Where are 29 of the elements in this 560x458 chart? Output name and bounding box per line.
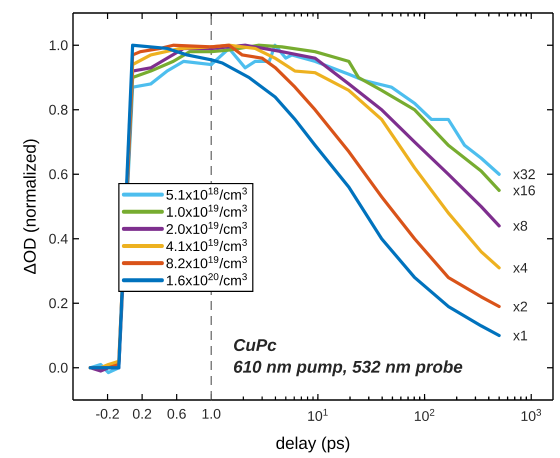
x-tick-label: 10$^{2}$ [414,408,434,422]
x-tick-label: 10$^{3}$ [522,408,542,422]
x-tick-label: -0.2 [96,408,119,419]
annotation: x4 [513,262,528,273]
annotation: x16 [513,185,535,196]
annotation: x32 [513,169,535,180]
legend-label: 1.0x10$^{19}$/cm$^{3}$ [166,204,247,217]
legend-label: 5.1x10$^{18}$/cm$^{3}$ [166,188,247,200]
x-tick-label: 0.6 [167,408,186,419]
annotation: x2 [513,302,528,312]
y-axis-title: ΔOD (normalized) [23,140,40,274]
y-tick-label: 0.8 [49,104,68,115]
annotation: x1 [513,330,528,340]
x-tick-label: 0.2 [132,408,152,419]
x-tick-label: 10$^{1}$ [308,408,328,421]
y-tick-label: 0.2 [49,298,68,308]
x-axis-title: delay (ps) [276,436,350,452]
legend-label: 4.1x10$^{19}$/cm$^{3}$ [166,238,247,252]
x-tick-label: 1.0 [202,408,220,419]
y-tick-label: 0.0 [49,362,68,373]
y-tick-label: 0.6 [49,169,68,180]
legend-label: 2.0x10$^{19}$/cm$^{3}$ [166,222,247,234]
annotation: CuPc [234,339,276,352]
y-tick-label: 1.0 [50,40,68,50]
legend-label: 8.2x10$^{19}$/cm$^{3}$ [166,256,247,268]
y-tick-label: 0.4 [49,234,68,244]
annotation: 610 nm pump, 532 nm probe [234,360,462,376]
legend-label: 1.6x10$^{20}$/cm$^{3}$ [166,273,247,286]
annotation: x8 [513,220,528,231]
